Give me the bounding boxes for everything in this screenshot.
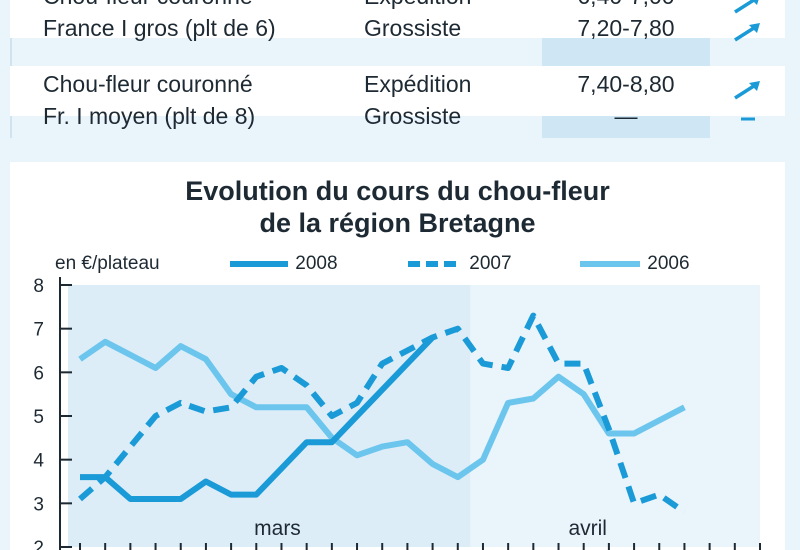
mars-panel	[68, 285, 471, 547]
trend-up-icon	[734, 23, 760, 42]
table-row: Chou-fleur couronné France I gros (plt d…	[10, 0, 785, 41]
price-value: 7,40-8,80	[577, 71, 675, 97]
product-line: France I gros (plt de 6)	[43, 15, 276, 41]
legend-label: 2008	[295, 253, 338, 274]
y-tick-label: 8	[33, 276, 44, 297]
y-tick-label: 4	[33, 451, 44, 472]
price-value: 6,40-7,00	[540, 0, 712, 12]
stage-label: Grossiste	[364, 15, 462, 41]
product-line: Chou-fleur couronné	[43, 0, 253, 12]
legend-swatch	[408, 260, 462, 267]
trend-up-icon	[734, 0, 759, 14]
product-line: Chou-fleur couronné	[43, 71, 253, 97]
legend-item-2006: 2006	[580, 252, 690, 276]
price-value: 7,20-7,80	[577, 15, 675, 41]
series-line-2006	[78, 338, 686, 481]
legend-swatch	[580, 260, 640, 267]
legend-label: 2007	[469, 253, 512, 274]
y-axis-unit-label: en €/plateau	[55, 253, 160, 274]
chart-title-line: Evolution du cours du chou-fleur	[185, 176, 610, 206]
x-category-label: mars	[254, 517, 301, 540]
stage-label: Expédition	[364, 71, 472, 97]
chart-panel: Evolution du cours du chou-fleur de la r…	[10, 162, 785, 550]
avril-panel	[470, 285, 760, 547]
product-line: Fr. I moyen (plt de 8)	[43, 103, 256, 129]
chart-title-line: de la région Bretagne	[259, 208, 536, 238]
table-row: Chou-fleur couronné Fr. I moyen (plt de …	[10, 66, 785, 129]
legend-label: 2006	[647, 253, 690, 274]
trend-up-icon	[734, 81, 760, 100]
series-line-2008	[80, 335, 435, 502]
price-value: —	[614, 103, 638, 129]
y-tick-label: 7	[33, 320, 44, 341]
stage-label: Expédition	[364, 0, 471, 12]
legend-swatch	[230, 260, 288, 267]
legend-item-2007: 2007	[408, 252, 512, 276]
trend-stable-icon	[741, 117, 755, 121]
legend-item-2008: 2008	[230, 252, 338, 276]
price-table: Chou-fleur couronné France I gros (plt d…	[10, 0, 785, 138]
y-tick-label: 3	[33, 494, 44, 515]
stage-label: Grossiste	[364, 103, 462, 129]
line-chart: 2 3 4 5 6 7 8 mars avril	[33, 276, 761, 550]
x-category-label: avril	[568, 517, 607, 540]
y-tick-label: 6	[33, 363, 44, 384]
y-tick-label: 2	[33, 538, 44, 550]
series-line-2007	[78, 312, 687, 515]
y-tick-label: 5	[33, 407, 44, 428]
